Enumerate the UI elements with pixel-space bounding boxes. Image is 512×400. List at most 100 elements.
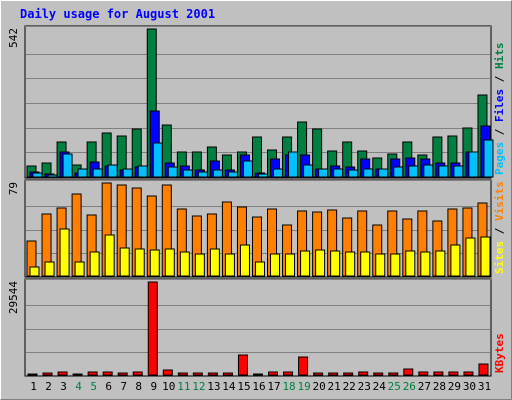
bar-sites-26	[405, 250, 416, 277]
legend-sites: Sites	[493, 241, 506, 274]
bar-kbytes-11	[177, 372, 188, 376]
series-pages	[32, 139, 494, 178]
bar-kbytes-7	[117, 372, 128, 376]
bar-kbytes-26	[403, 368, 414, 376]
x-tick-label: 10	[162, 380, 175, 393]
bar-sites-25	[390, 253, 401, 277]
y-max-label: 79	[7, 182, 20, 195]
bar-sites-19	[300, 250, 311, 277]
x-tick-label: 5	[90, 380, 97, 393]
kbytes-panel: 29544 KBytes	[7, 278, 506, 377]
legend-separator: /	[493, 69, 506, 89]
bar-pages-12	[197, 171, 208, 178]
hits-panel: 542 Pages / Files / Hits	[7, 25, 506, 179]
x-tick-label: 20	[313, 380, 326, 393]
bar-pages-17	[273, 168, 284, 178]
y-max-label: 542	[7, 28, 20, 48]
bar-sites-15	[239, 244, 250, 277]
bar-pages-14	[227, 171, 238, 178]
legend-separator: /	[493, 221, 506, 241]
bar-sites-8	[134, 248, 145, 277]
bar-pages-9	[152, 142, 163, 178]
bar-pages-16	[257, 173, 268, 178]
bar-sites-18	[285, 253, 296, 277]
bar-kbytes-3	[57, 371, 68, 376]
visits-panel: 79 Sites / Visits	[7, 179, 506, 278]
bar-sites-12	[194, 253, 205, 277]
bar-sites-23	[360, 251, 371, 277]
bar-sites-5	[89, 251, 100, 277]
bar-sites-22	[345, 251, 356, 277]
x-tick-label: 21	[328, 380, 341, 393]
x-tick-label: 9	[150, 380, 157, 393]
bar-sites-31	[480, 236, 491, 277]
bar-kbytes-30	[463, 371, 474, 376]
bar-pages-23	[363, 168, 374, 178]
bar-pages-25	[393, 166, 404, 178]
bar-kbytes-2	[42, 372, 53, 376]
x-tick-label: 24	[373, 380, 387, 393]
series-legend: Sites / Visits	[493, 181, 506, 274]
bar-sites-20	[315, 249, 326, 277]
bar-pages-6	[107, 164, 118, 178]
bar-sites-24	[375, 253, 386, 277]
bar-kbytes-14	[222, 372, 233, 376]
series-legend: KBytes	[493, 333, 506, 373]
x-tick-label: 12	[192, 380, 205, 393]
x-tick-label: 13	[207, 380, 220, 393]
bar-pages-13	[212, 169, 223, 178]
x-tick-label: 14	[222, 380, 236, 393]
legend-hits: Hits	[493, 43, 506, 70]
bar-sites-17	[270, 253, 281, 277]
bar-kbytes-15	[237, 354, 248, 376]
bar-kbytes-18	[283, 371, 294, 376]
bar-kbytes-23	[358, 371, 369, 376]
x-tick-label: 29	[448, 380, 461, 393]
bar-kbytes-29	[448, 371, 459, 376]
legend-pages: Pages	[493, 142, 506, 175]
x-tick-label: 18	[282, 380, 295, 393]
bar-pages-22	[348, 169, 359, 178]
bar-kbytes-5	[87, 371, 98, 376]
x-tick-label: 23	[358, 380, 371, 393]
x-tick-label: 22	[343, 380, 356, 393]
bar-kbytes-19	[298, 356, 309, 376]
bar-sites-1	[29, 266, 40, 277]
bar-sites-10	[164, 248, 175, 277]
bar-kbytes-13	[207, 372, 218, 376]
bar-sites-21	[330, 250, 341, 277]
bar-pages-11	[182, 169, 193, 178]
bar-kbytes-1	[27, 373, 38, 376]
chart-title: Daily usage for August 2001	[20, 7, 215, 21]
legend-files: Files	[493, 89, 506, 122]
series-kbytes	[27, 281, 489, 376]
bar-kbytes-10	[162, 369, 173, 376]
bar-kbytes-22	[343, 372, 354, 376]
bar-kbytes-21	[328, 372, 339, 376]
bar-sites-29	[450, 244, 461, 277]
panel-frame	[24, 278, 492, 377]
bar-pages-27	[423, 164, 434, 178]
bar-kbytes-6	[102, 371, 113, 376]
bar-pages-28	[438, 165, 449, 178]
bar-kbytes-27	[418, 371, 429, 376]
bar-kbytes-4	[72, 373, 83, 376]
bar-sites-16	[254, 261, 265, 277]
bar-sites-27	[420, 251, 431, 277]
bar-sites-6	[104, 234, 115, 277]
bar-sites-13	[209, 248, 220, 277]
bar-sites-4	[74, 261, 85, 277]
bar-pages-18	[288, 151, 299, 178]
bar-pages-15	[242, 160, 253, 178]
bar-pages-1	[32, 172, 43, 178]
x-tick-label: 31	[478, 380, 491, 393]
bar-kbytes-16	[252, 373, 263, 376]
bar-kbytes-31	[478, 363, 489, 376]
x-tick-label: 7	[120, 380, 127, 393]
legend-kbytes: KBytes	[493, 333, 506, 373]
bar-pages-2	[47, 174, 58, 178]
x-tick-label: 17	[267, 380, 280, 393]
legend-separator: /	[493, 122, 506, 142]
x-tick-label: 19	[297, 380, 310, 393]
